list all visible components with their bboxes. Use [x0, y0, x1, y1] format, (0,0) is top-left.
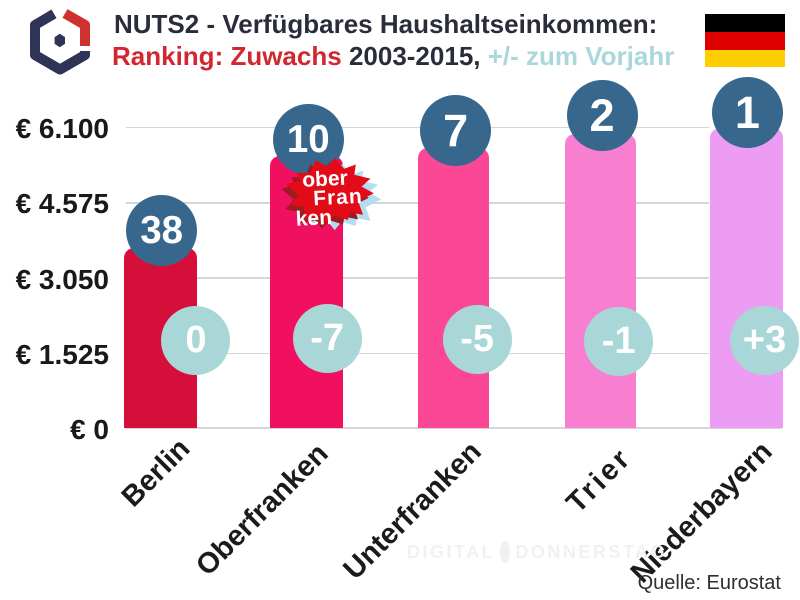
svg-text:ober: ober [302, 167, 349, 192]
svg-text:ken: ken [295, 206, 332, 231]
svg-text:Fran: Fran [313, 185, 364, 211]
